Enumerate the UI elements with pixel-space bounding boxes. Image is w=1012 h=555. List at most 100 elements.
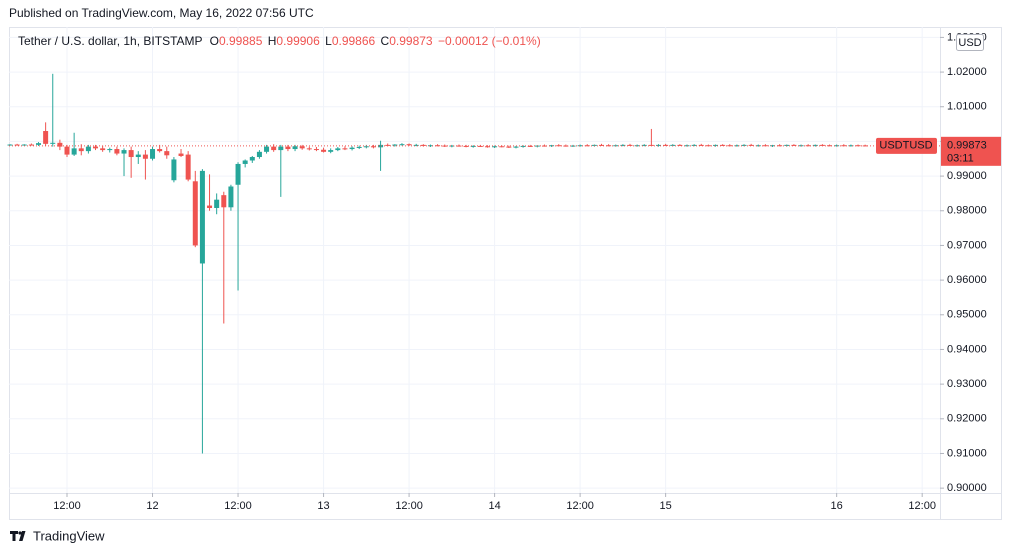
candle-body [477, 145, 483, 147]
y-tick-label: 0.97000 [947, 239, 987, 251]
candle-body [321, 149, 327, 152]
candle-body [641, 144, 647, 146]
candle-body [698, 144, 704, 146]
candle-body [370, 146, 376, 148]
currency-label[interactable]: USD [958, 37, 981, 49]
candle-body [812, 144, 818, 146]
legend-change: −0.00012 (−0.01%) [438, 34, 541, 48]
footer-logo: TradingView [10, 528, 105, 543]
candle-body [256, 151, 262, 158]
candle-body [413, 144, 419, 146]
candle-body [862, 145, 868, 147]
candle-body [157, 149, 163, 152]
candle-body [506, 146, 512, 148]
axis-labels: 1.030001.020001.010001.000000.990000.980… [53, 31, 1001, 512]
candle-body [577, 145, 583, 147]
x-tick-label: 12:00 [395, 500, 423, 512]
legend-key: L [325, 34, 332, 48]
candle-body [363, 146, 369, 148]
candle-body [235, 163, 241, 185]
candle-body [392, 144, 398, 146]
candle-body [150, 149, 156, 159]
legend-value: 0.99885 [219, 34, 263, 48]
candle-body [335, 148, 341, 151]
candle-body [242, 160, 248, 164]
candle-body [770, 145, 776, 147]
candle-body [378, 144, 384, 148]
candle-body [606, 145, 612, 147]
candle-body [620, 144, 626, 146]
candle-body [399, 144, 405, 146]
legend-value: 0.99866 [332, 34, 376, 48]
candle-body [456, 145, 462, 147]
candle-body [677, 144, 683, 146]
candle-body [748, 144, 754, 146]
candle-body [356, 146, 362, 148]
candle-body [492, 146, 498, 148]
candle-body [43, 131, 49, 144]
candle-body [755, 145, 761, 147]
candle-body [271, 146, 277, 151]
grid [9, 27, 940, 493]
y-tick-label: 0.90000 [947, 482, 987, 494]
symbol-tag [876, 137, 937, 154]
candle-body [848, 145, 854, 147]
candle-body [192, 181, 198, 246]
candle-body [71, 148, 77, 155]
legend-value: 0.99906 [276, 34, 320, 48]
candle-body [435, 145, 441, 147]
candle-body [520, 145, 526, 147]
legend-key: H [268, 34, 277, 48]
symbol-title: Tether / U.S. dollar, 1h, BITSTAMP [18, 34, 203, 48]
y-tick-label: 0.94000 [947, 343, 987, 355]
legend-value: 0.99873 [389, 34, 433, 48]
candle-body [720, 144, 726, 146]
candle-body [499, 146, 505, 148]
chart-frame [9, 27, 1002, 520]
y-tick-label: 0.91000 [947, 447, 987, 459]
y-tick-label: 0.93000 [947, 378, 987, 390]
candle-body [342, 148, 348, 150]
candle-body [627, 144, 633, 146]
candle-body [292, 146, 298, 150]
candle-body [28, 144, 34, 146]
candles [7, 73, 940, 454]
candle-body [549, 145, 555, 147]
candle-body [563, 145, 569, 147]
candle-body [313, 149, 319, 151]
x-tick-label: 12:00 [53, 500, 81, 512]
candle-body [406, 144, 412, 146]
y-tick-label: 0.96000 [947, 274, 987, 286]
x-tick-label: 16 [831, 500, 843, 512]
candle-body [50, 142, 56, 144]
candle-body [306, 148, 312, 150]
candle-body [214, 199, 220, 208]
x-tick-label: 12:00 [566, 500, 594, 512]
candle-body [598, 144, 604, 146]
candle-body [713, 144, 719, 146]
candle-body [777, 145, 783, 147]
price-tag-value: 0.99873 [947, 140, 987, 152]
candle-body [541, 145, 547, 147]
candle-body [21, 144, 27, 146]
candle-body [64, 146, 70, 155]
candle-body [264, 146, 270, 152]
candle-body [121, 150, 127, 154]
candle-body [164, 151, 170, 156]
candle-body [7, 144, 13, 146]
candle-body [107, 149, 113, 151]
candle-body [199, 170, 205, 264]
x-tick-label: 12:00 [224, 500, 252, 512]
candle-body [14, 144, 20, 146]
candle-body [656, 144, 662, 146]
candle-body [570, 145, 576, 147]
candle-body [349, 147, 355, 150]
currency-button[interactable] [956, 34, 984, 51]
candle-body [57, 142, 63, 147]
x-tick-label: 12:00 [908, 500, 936, 512]
candle-body [691, 144, 697, 146]
candle-body [249, 157, 255, 161]
